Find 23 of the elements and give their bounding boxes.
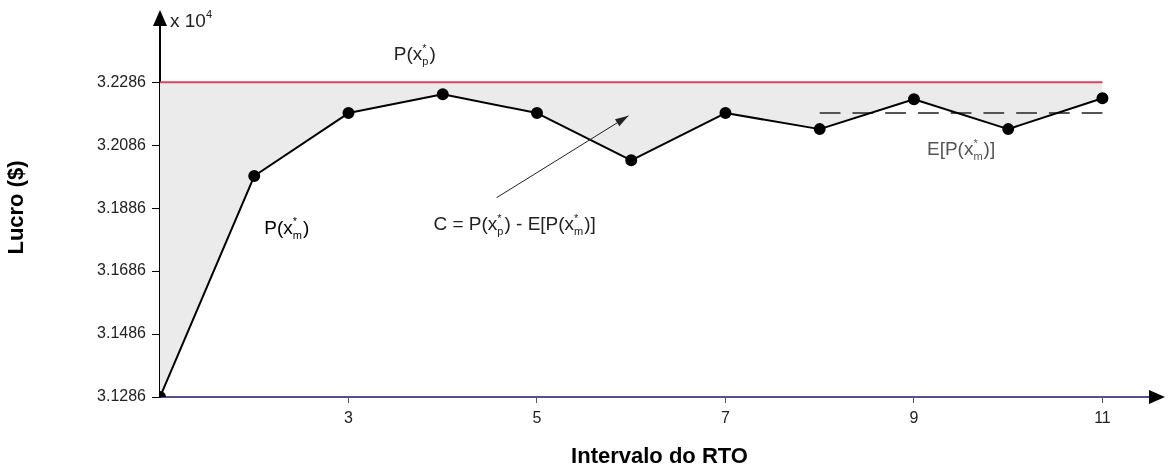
x-tick-label: 3 bbox=[344, 409, 354, 427]
point bbox=[248, 170, 261, 183]
y-tick-label: 3.1886 bbox=[97, 198, 147, 216]
x-tick-label: 9 bbox=[909, 409, 919, 427]
y-tick-label: 3.1486 bbox=[97, 324, 147, 342]
point bbox=[436, 88, 449, 101]
point bbox=[813, 123, 826, 136]
point bbox=[625, 154, 638, 167]
x-tick-label: 5 bbox=[532, 409, 542, 427]
point bbox=[342, 107, 355, 120]
y-tick-label: 3.1286 bbox=[97, 387, 147, 405]
y-axis-title: Lucro ($) bbox=[3, 160, 29, 255]
point bbox=[530, 107, 543, 120]
point bbox=[907, 93, 920, 106]
y-tick-label: 3.2086 bbox=[97, 135, 147, 153]
x-axis-title: Intervalo do RTO bbox=[571, 442, 748, 468]
point bbox=[719, 107, 732, 120]
point bbox=[1096, 92, 1109, 105]
x-tick-label: 11 bbox=[1094, 409, 1111, 427]
y-tick-label: 3.1686 bbox=[97, 261, 147, 279]
y-tick-label: 3.2286 bbox=[97, 72, 147, 90]
point bbox=[1002, 123, 1015, 136]
x-tick-label: 7 bbox=[721, 409, 731, 427]
